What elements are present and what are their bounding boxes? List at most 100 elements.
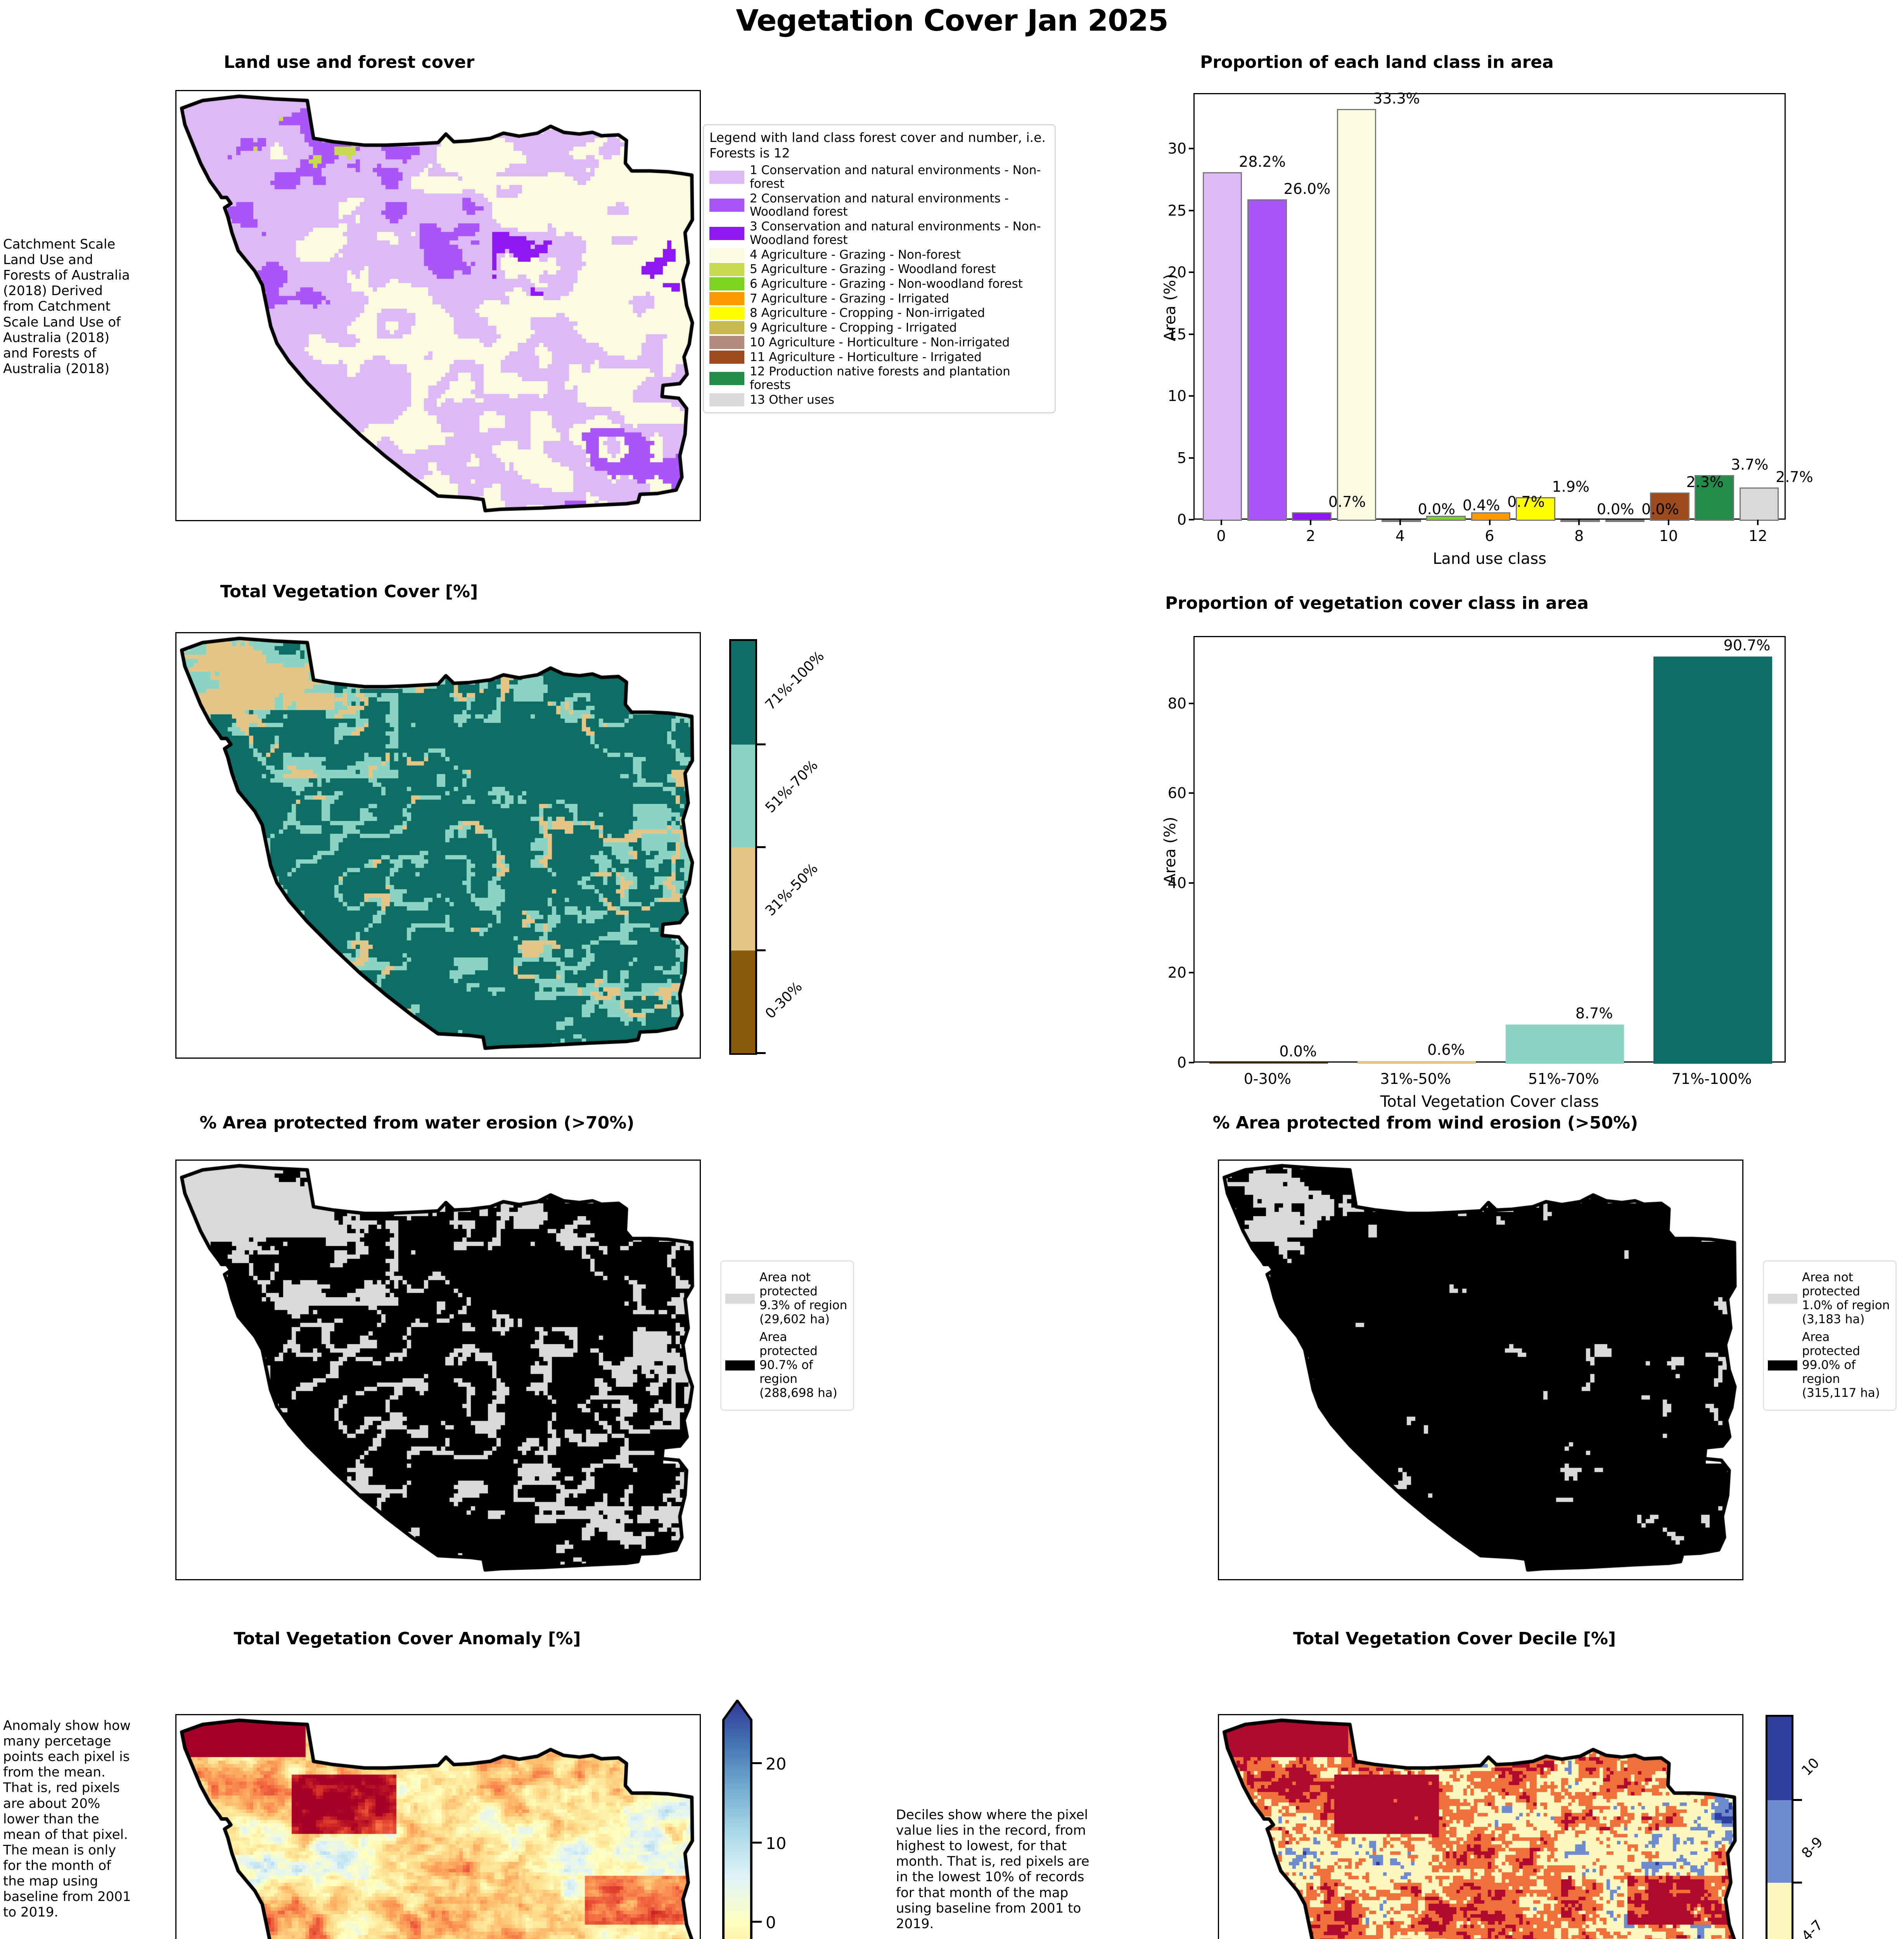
y-tick-label: 80 [1167, 695, 1186, 712]
bar-value-label: 2.7% [1776, 468, 1813, 486]
x-tick-label: 0 [1216, 527, 1226, 544]
legend-item-label: 12 Production native forests and plantat… [750, 365, 1010, 392]
veg-cover-colorbar-label: 0-30% [762, 979, 806, 1022]
legend-swatch [709, 306, 744, 320]
veg-cover-map-title: Total Vegetation Cover [%] [220, 582, 478, 601]
land-use-legend-item-5: 5 Agriculture - Grazing - Woodland fores… [709, 263, 1049, 276]
not-protected-label: Area not protected 1.0% of region (3,183… [1802, 1270, 1890, 1326]
bar-veg-class-1 [1357, 1061, 1476, 1064]
x-tick-mark [1399, 520, 1401, 525]
water-erosion-title: % Area protected from water erosion (>70… [199, 1113, 635, 1133]
land-use-legend-item-2: 2 Conservation and natural environments … [709, 192, 1049, 219]
y-tick-mark [1189, 395, 1194, 397]
not-protected-swatch [725, 1293, 755, 1304]
legend-item-label: 8 Agriculture - Cropping - Non-irrigated [750, 306, 985, 320]
land-class-bar-axes [1193, 93, 1786, 522]
land-use-panel-title: Land use and forest cover [223, 52, 475, 72]
decile-colorbar-segment-2 [1767, 1882, 1792, 1939]
legend-item-label: 2 Conservation and natural environments … [750, 191, 1009, 219]
bar-value-label: 0.0% [1641, 501, 1679, 518]
bar-value-label: 0.6% [1427, 1041, 1465, 1059]
not-protected-swatch [1768, 1293, 1797, 1304]
anomaly-colorbar-label: 0 [766, 1913, 776, 1932]
legend-swatch [709, 393, 744, 407]
veg-cover-colorbar-tick [757, 743, 766, 745]
legend-swatch [709, 292, 744, 306]
bar-land-class-1 [1202, 172, 1242, 521]
decile-colorbar-segment-3 [1767, 1799, 1792, 1883]
water-erosion-legend: Area not protected 9.3% of region (29,60… [720, 1260, 854, 1411]
legend-item-label: 9 Agriculture - Cropping - Irrigated [750, 321, 957, 335]
protected-swatch [725, 1360, 755, 1370]
land-use-legend-item-1: 1 Conservation and natural environments … [709, 164, 1049, 190]
not-protected-label: Area not protected 9.3% of region (29,60… [759, 1270, 847, 1326]
anomaly-colorbar-label: 10 [766, 1834, 787, 1853]
bar-land-class-8 [1516, 497, 1555, 521]
y-tick-label: 60 [1167, 785, 1186, 802]
water-erosion-legend-row-not-protected: Area not protected 9.3% of region (29,60… [725, 1270, 849, 1327]
y-axis-label: Area (%) [1161, 817, 1179, 884]
land-use-map [175, 90, 701, 521]
legend-item-label: 4 Agriculture - Grazing - Non-forest [750, 247, 961, 262]
decile-colorbar-segment-4 [1767, 1717, 1792, 1800]
decile-colorbar [1766, 1715, 1793, 1939]
bar-land-class-5 [1382, 520, 1421, 522]
land-use-legend-item-13: 13 Other uses [709, 393, 1049, 407]
land-use-legend-item-7: 7 Agriculture - Grazing - Irrigated [709, 292, 1049, 306]
legend-item-label: 5 Agriculture - Grazing - Woodland fores… [750, 262, 996, 277]
legend-item-label: 7 Agriculture - Grazing - Irrigated [750, 291, 949, 306]
veg-cover-colorbar-label: 51%-70% [762, 757, 821, 816]
y-tick-mark [1189, 148, 1194, 150]
decile-title: Total Vegetation Cover Decile [%] [1293, 1629, 1616, 1649]
bar-value-label: 0.0% [1418, 501, 1456, 518]
legend-item-label: 10 Agriculture - Horticulture - Non-irri… [750, 335, 1010, 349]
y-tick-label: 5 [1177, 449, 1186, 467]
protected-label: Area protected 99.0% of region (315,117 … [1802, 1330, 1880, 1400]
y-tick-mark [1189, 882, 1194, 884]
x-tick-label: 10 [1659, 527, 1678, 544]
land-use-legend-title: Legend with land class forest cover and … [709, 130, 1046, 161]
legend-item-label: 3 Conservation and natural environments … [750, 219, 1041, 247]
land-use-legend-item-11: 11 Agriculture - Horticulture - Irrigate… [709, 350, 1049, 364]
y-tick-mark [1189, 702, 1194, 704]
decile-map [1218, 1714, 1743, 1939]
land-use-legend-item-4: 4 Agriculture - Grazing - Non-forest [709, 248, 1049, 262]
x-axis-label: Land use class [1432, 550, 1547, 568]
bar-value-label: 0.7% [1507, 493, 1545, 510]
x-tick-label: 8 [1574, 527, 1584, 544]
y-tick-mark [1189, 792, 1194, 794]
veg-cover-colorbar-segment-2 [731, 744, 755, 847]
y-tick-label: 40 [1167, 874, 1186, 892]
protected-swatch [1768, 1360, 1797, 1370]
x-tick-mark [1757, 520, 1759, 525]
decile-colorbar-label: 8-9 [1799, 1834, 1826, 1862]
legend-swatch [709, 226, 744, 240]
x-tick-label: 12 [1748, 527, 1767, 544]
bar-land-class-7 [1471, 512, 1511, 521]
land-use-source-note: Catchment Scale Land Use and Forests of … [3, 237, 130, 377]
y-tick-label: 10 [1167, 387, 1186, 405]
bar-veg-class-0 [1209, 1063, 1328, 1064]
veg-cover-colorbar-segment-3 [731, 641, 755, 745]
y-tick-label: 25 [1167, 202, 1186, 219]
decile-colorbar-label: 4-7 [1799, 1917, 1826, 1939]
bar-land-class-9 [1560, 520, 1600, 522]
wind-erosion-legend: Area not protected 1.0% of region (3,183… [1763, 1260, 1897, 1411]
decile-colorbar-tick [1793, 1799, 1802, 1801]
legend-item-label: 13 Other uses [750, 392, 835, 407]
bar-value-label: 28.2% [1239, 153, 1286, 170]
bar-value-label: 0.0% [1279, 1043, 1317, 1060]
veg-cover-map [175, 632, 701, 1059]
bar-land-class-10 [1605, 520, 1645, 522]
legend-item-label: 11 Agriculture - Horticulture - Irrigate… [750, 350, 982, 364]
y-tick-mark [1189, 271, 1194, 273]
y-tick-mark [1189, 209, 1194, 211]
bar-value-label: 1.9% [1552, 478, 1590, 496]
wind-erosion-legend-row-protected: Area protected 99.0% of region (315,117 … [1768, 1330, 1892, 1400]
wind-erosion-map [1218, 1160, 1743, 1580]
land-class-bar-title: Proportion of each land class in area [1200, 52, 1554, 72]
bar-value-label: 90.7% [1723, 636, 1771, 654]
bar-veg-class-2 [1505, 1025, 1624, 1064]
land-use-legend-item-8: 8 Agriculture - Cropping - Non-irrigated [709, 306, 1049, 320]
anomaly-map [175, 1714, 701, 1939]
